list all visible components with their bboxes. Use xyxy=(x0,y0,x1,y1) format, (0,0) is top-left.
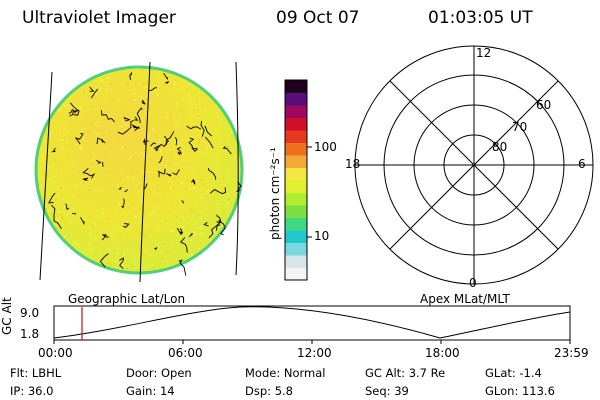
disk-rim xyxy=(34,65,244,275)
gain-label: Gain: xyxy=(126,384,157,398)
mlat-label-80: 80 xyxy=(492,140,508,154)
x-tick-1800: 18:00 xyxy=(425,346,460,360)
mlt-diagonal xyxy=(389,80,559,250)
mlt-label-12: 12 xyxy=(476,46,492,60)
glat-value: -1.4 xyxy=(519,366,542,380)
x-tick-0600: 06:00 xyxy=(168,346,203,360)
glat-label: GLat: xyxy=(485,366,516,380)
colorbar-tick-10: 10 xyxy=(314,229,330,243)
ip-label: IP: xyxy=(10,384,25,398)
mlat-label-70: 70 xyxy=(512,120,528,134)
mlt-label-0: 0 xyxy=(469,276,477,290)
date-label: 09 Oct 07 xyxy=(276,8,360,28)
mlat-label-60: 60 xyxy=(536,98,552,112)
altitude-tick-9: 9.0 xyxy=(20,306,40,320)
door-value: Open xyxy=(160,366,192,380)
glon-value: 113.6 xyxy=(521,384,555,398)
coastlines xyxy=(48,71,242,276)
flt-label: Flt: xyxy=(10,366,29,380)
x-tick-0000: 00:00 xyxy=(38,346,73,360)
mode-label: Mode: xyxy=(245,366,281,380)
instrument-title: Ultraviolet Imager xyxy=(22,8,176,28)
gcalt-value: 3.7 Re xyxy=(408,366,446,380)
colorbar-gradient xyxy=(285,80,307,281)
dsp-label: Dsp: xyxy=(245,384,272,398)
gcalt-label: GC Alt: xyxy=(365,366,406,380)
meridian-line xyxy=(139,61,151,283)
meridian-line xyxy=(235,61,239,276)
meridian-line xyxy=(39,71,53,281)
seq-label: Seq: xyxy=(365,384,391,398)
gain-value: 14 xyxy=(159,384,175,398)
glon-label: GLon: xyxy=(485,384,519,398)
altitude-ylabel: GC Alt xyxy=(0,297,14,335)
dsp-value: 5.8 xyxy=(274,384,293,398)
colorbar-tick-100: 100 xyxy=(314,140,337,154)
geographic-caption: Geographic Lat/Lon xyxy=(68,292,186,306)
flt-value: LBHL xyxy=(31,366,62,380)
door-label: Door: xyxy=(126,366,158,380)
ip-value: 36.0 xyxy=(27,384,54,398)
x-tick-2359: 23:59 xyxy=(554,346,589,360)
x-tick-1200: 12:00 xyxy=(297,346,332,360)
altitude-tick-1-8: 1.8 xyxy=(20,327,40,341)
seq-value: 39 xyxy=(394,384,409,398)
apex-caption: Apex MLat/MLT xyxy=(420,292,510,306)
mlt-label-18: 18 xyxy=(345,157,361,171)
time-label: 01:03:05 UT xyxy=(428,8,533,28)
mode-value: Normal xyxy=(283,366,326,380)
mlt-label-6: 6 xyxy=(578,157,586,171)
altitude-curve xyxy=(53,306,571,339)
